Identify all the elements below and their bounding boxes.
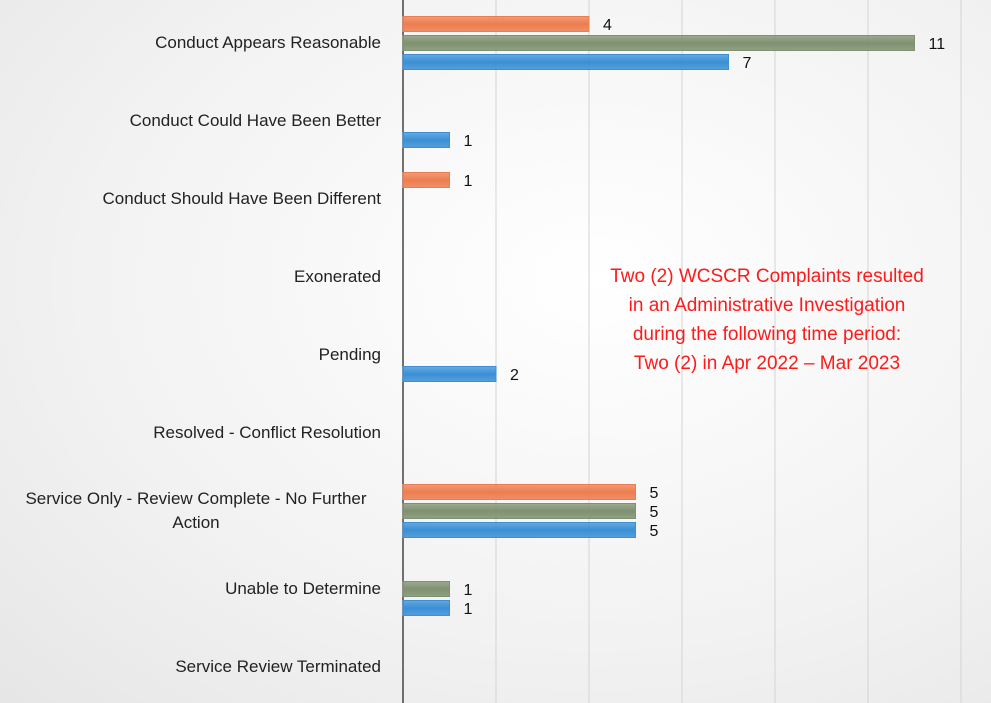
- value-label: 5: [650, 504, 659, 521]
- bar: [402, 522, 636, 538]
- bar: [402, 16, 590, 32]
- value-label: 1: [464, 601, 473, 618]
- y-tick-label: Pending: [0, 343, 381, 367]
- annotation: in an Administrative Investigation: [629, 295, 906, 316]
- y-tick-text: Unable to Determine: [225, 579, 381, 598]
- value-label: 5: [650, 523, 659, 540]
- value-label: 4: [603, 17, 612, 34]
- bar: [402, 366, 497, 382]
- y-tick-label: Conduct Appears Reasonable: [0, 31, 381, 55]
- y-tick-label: Service Review Terminated: [0, 655, 381, 679]
- y-tick-label: Unable to Determine: [0, 577, 381, 601]
- bar: [402, 35, 915, 51]
- value-label: 1: [464, 133, 473, 150]
- y-tick-text: Resolved - Conflict Resolution: [153, 423, 381, 442]
- y-tick-text: Conduct Should Have Been Different: [102, 189, 381, 208]
- y-tick-text: Conduct Could Have Been Better: [129, 111, 381, 130]
- y-tick-label: Conduct Should Have Been Different: [0, 187, 381, 211]
- bar: [402, 132, 450, 148]
- value-label: 2: [510, 367, 519, 384]
- y-tick-label: Resolved - Conflict Resolution: [0, 421, 381, 445]
- annotation: Two (2) WCSCR Complaints resulted: [610, 266, 924, 287]
- annotation: during the following time period:: [633, 324, 901, 345]
- bar: [402, 581, 450, 597]
- value-label: 5: [650, 485, 659, 502]
- y-tick-text: Exonerated: [294, 267, 381, 286]
- bar: [402, 600, 450, 616]
- value-label: 11: [929, 36, 946, 53]
- bar: [402, 503, 636, 519]
- y-tick-text: Pending: [318, 345, 381, 364]
- y-tick-text: Service Only - Review Complete - No Furt…: [25, 489, 367, 532]
- value-label: 7: [743, 55, 752, 72]
- y-tick-label: Conduct Could Have Been Better: [0, 109, 381, 133]
- y-tick-text: Conduct Appears Reasonable: [155, 33, 381, 52]
- value-label: 1: [464, 582, 473, 599]
- y-tick-label: Exonerated: [0, 265, 381, 289]
- annotation: Two (2) in Apr 2022 – Mar 2023: [634, 353, 900, 374]
- bar: [402, 54, 729, 70]
- value-label: 1: [464, 173, 473, 190]
- y-tick-label: Service Only - Review Complete - No Furt…: [0, 487, 381, 535]
- bar: [402, 484, 636, 500]
- bar: [402, 172, 450, 188]
- y-tick-text: Service Review Terminated: [175, 657, 381, 676]
